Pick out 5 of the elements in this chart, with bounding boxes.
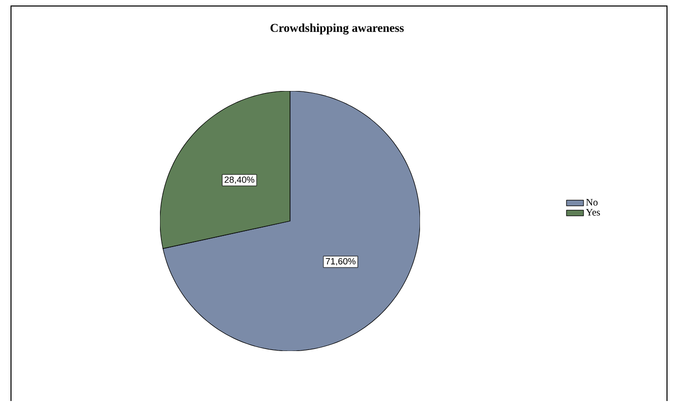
chart-title: Crowdshipping awareness xyxy=(270,24,404,35)
legend-label: No xyxy=(586,199,598,206)
data-label: 71,60% xyxy=(326,258,356,266)
data-label: 28,40% xyxy=(224,176,254,184)
legend-label: Yes xyxy=(586,209,600,216)
